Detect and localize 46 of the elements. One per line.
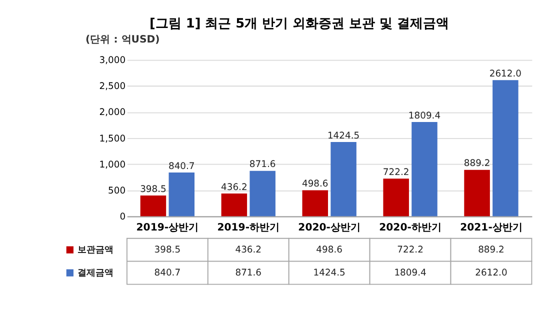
bar: [250, 170, 276, 216]
x-tick-label: 2021-상반기: [460, 222, 522, 234]
chart-title: [그림 1] 최근 5개 반기 외화증권 보관 및 결제금액: [150, 16, 449, 32]
text: 498.6: [302, 178, 328, 190]
bar: [492, 80, 518, 216]
text: 871.6: [249, 159, 276, 170]
data-label: 722.2: [397, 244, 424, 256]
legend-label: 보관금액: [77, 244, 114, 256]
bar: [302, 190, 328, 216]
data-label: 871.6: [235, 268, 262, 279]
data-label: 840.7: [154, 268, 181, 279]
y-tick-label: 1,500: [99, 133, 126, 144]
text: 2612.0: [489, 68, 522, 80]
y-tick-label: 2,500: [99, 81, 126, 92]
text: 398.5: [140, 184, 166, 195]
x-tick-label: 2020-하반기: [379, 222, 442, 234]
text: 436.2: [221, 182, 248, 193]
data-label: 398.5: [154, 244, 181, 256]
y-tick-label: 500: [108, 185, 126, 196]
bar: [221, 194, 248, 216]
text: (단위 : 억USD): [86, 34, 160, 46]
y-tick-label: 0: [120, 211, 126, 222]
data-label: 436.2: [235, 244, 262, 256]
bar: [383, 178, 409, 216]
bar: [412, 122, 438, 216]
bar: [140, 196, 166, 216]
legend-label: 결제금액: [77, 268, 114, 279]
text: 722.2: [382, 166, 410, 178]
bar: [464, 170, 490, 216]
text: 889.2: [464, 158, 490, 170]
data-label: 1809.4: [394, 268, 427, 279]
text: 1424.5: [327, 130, 360, 142]
x-tick-label: 2020-상반기: [298, 222, 361, 234]
data-label: 1424.5: [313, 268, 346, 279]
x-tick-label: 2019-하반기: [217, 222, 280, 234]
bar: [168, 172, 195, 216]
y-tick-label: 2,000: [99, 107, 126, 118]
y-tick-label: 1,000: [99, 159, 126, 170]
data-label: 2612.0: [475, 268, 508, 279]
text: 840.7: [168, 160, 195, 172]
x-tick-label: 2019-상반기: [136, 222, 199, 234]
data-label: 498.6: [316, 244, 343, 256]
text: 1809.4: [408, 110, 441, 122]
data-label: 889.2: [478, 244, 504, 256]
bar: [330, 142, 356, 216]
y-tick-label: 3,000: [99, 55, 126, 66]
